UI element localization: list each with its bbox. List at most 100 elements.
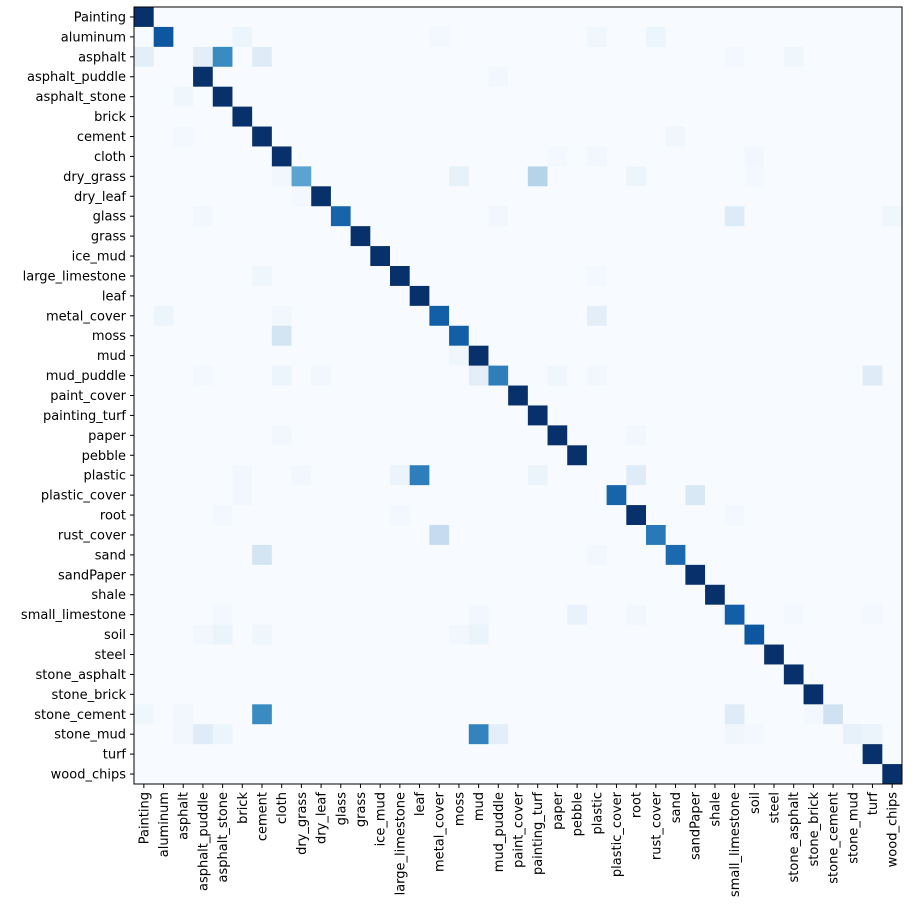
heatmap-cell [468,206,489,227]
heatmap-cell [193,724,214,745]
heatmap-cell [547,345,568,367]
heatmap-cell [409,26,430,48]
heatmap-cell [724,505,745,526]
heatmap-cell [232,525,253,546]
heatmap-cell [823,226,844,247]
x-tick-label: plastic [590,792,605,834]
heatmap-cell [685,266,706,287]
heatmap-cell [429,7,450,28]
heatmap-cell [626,226,647,247]
heatmap-cell [232,624,253,645]
heatmap-cell [508,764,529,785]
heatmap-cell [134,186,155,207]
heatmap-cell [291,266,312,287]
heatmap-cell [173,26,194,48]
heatmap-cell [488,206,509,227]
heatmap-cell [724,624,745,645]
heatmap-cell [685,544,706,566]
heatmap-cell [862,206,883,227]
heatmap-cell [882,564,903,586]
heatmap-cell [153,246,174,267]
heatmap-cell [744,126,765,147]
heatmap-cell [744,664,765,685]
heatmap-cell [153,624,174,645]
heatmap-cell [212,644,233,665]
heatmap-cell [705,7,726,28]
heatmap-cell [508,46,529,68]
heatmap-cell [291,365,312,386]
heatmap-cell [547,305,568,327]
heatmap-cell [862,604,883,626]
heatmap-cell [212,365,233,386]
heatmap-cell [311,146,332,167]
heatmap-cell [429,305,450,327]
heatmap-cell [350,126,371,147]
heatmap-cell [429,345,450,367]
heatmap-cell [449,624,470,645]
heatmap-cell [232,7,253,28]
heatmap-cell [547,744,568,765]
heatmap-cell [783,86,804,108]
heatmap-cell [527,525,548,546]
heatmap-cell [271,564,292,586]
heatmap-cell [586,146,608,167]
heatmap-cell [665,305,686,327]
heatmap-cell [153,206,174,227]
heatmap-cell [586,7,608,28]
heatmap-cell [311,624,332,645]
x-tick-label: cement [256,792,271,841]
x-tick-label: cloth [275,792,290,824]
heatmap-cell [665,266,686,287]
heatmap-cell [212,345,233,367]
heatmap-cell [153,345,174,367]
heatmap-cell [370,525,391,546]
heatmap-cell [409,226,430,247]
heatmap-cell [449,305,470,327]
heatmap-cell [212,106,233,127]
heatmap-cell [783,744,804,765]
heatmap-cell [567,445,588,466]
heatmap-cell [665,644,686,665]
heatmap-cell [626,385,647,406]
heatmap-cell [764,345,785,367]
heatmap-cell [705,365,726,386]
heatmap-cell [764,664,785,685]
heatmap-cell [705,325,726,347]
heatmap-cell [311,644,332,665]
heatmap-cell [252,385,273,406]
heatmap-cell [330,564,352,586]
heatmap-cell [547,525,568,546]
heatmap-cell [685,206,706,227]
heatmap-cell [311,7,332,28]
heatmap-cell [606,724,627,745]
heatmap-cell [508,405,529,426]
heatmap-cell [193,226,214,247]
heatmap-cell [212,704,233,725]
heatmap-cell [626,106,647,127]
heatmap-cell [803,146,824,167]
x-tick-label: paint_cover [512,791,527,867]
heatmap-cell [173,126,194,147]
heatmap-cell [783,425,804,446]
heatmap-cell [429,66,450,88]
heatmap-cell [193,425,214,446]
heatmap-cell [291,7,312,28]
heatmap-cell [390,26,411,48]
heatmap-cell [705,305,726,327]
heatmap-cell [508,126,529,147]
heatmap-cell [803,744,824,765]
heatmap-cell [271,684,292,705]
heatmap-cell [823,744,844,765]
heatmap-cell [488,66,509,88]
x-tick-label: dry_leaf [315,792,330,844]
heatmap-cell [685,425,706,446]
heatmap-cell [685,624,706,645]
heatmap-cell [468,166,489,187]
heatmap-cell [842,544,864,566]
heatmap-cell [232,744,253,765]
heatmap-cell [252,345,273,367]
heatmap-cell [744,86,765,108]
heatmap-cell [882,186,903,207]
heatmap-cell [330,704,352,725]
heatmap-cell [390,166,411,187]
